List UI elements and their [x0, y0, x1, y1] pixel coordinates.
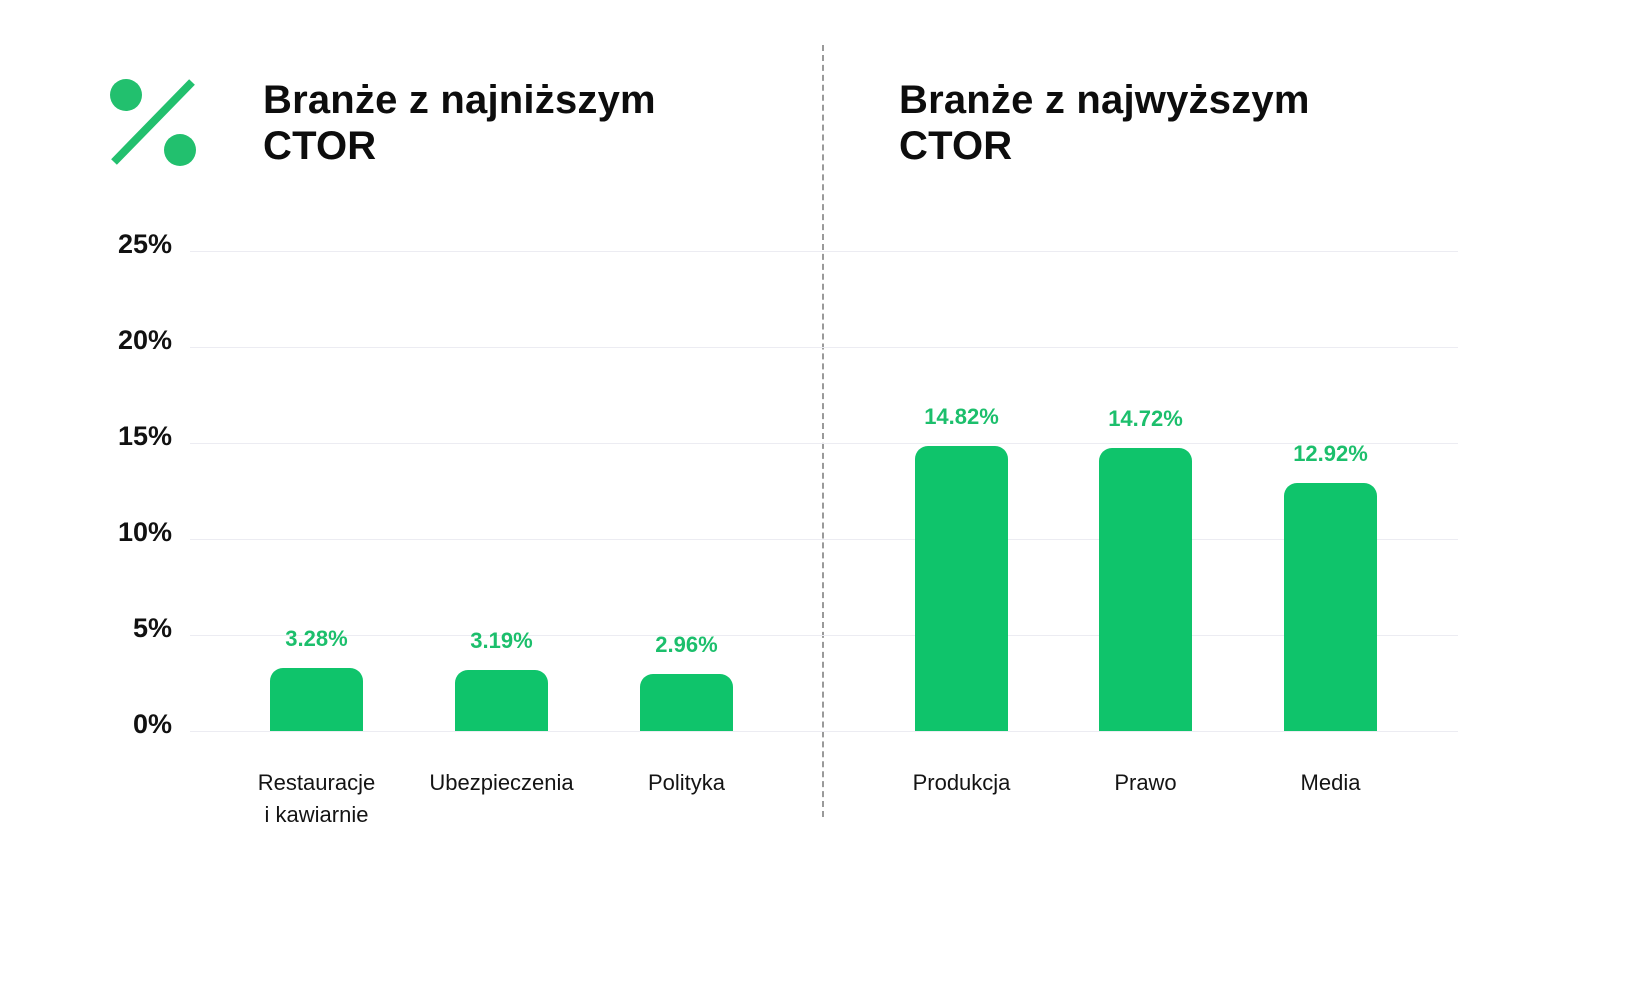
percent-icon: [110, 79, 196, 166]
bar-value-label: 2.96%: [655, 632, 718, 658]
bar: [1284, 482, 1377, 731]
bar-value-label: 14.72%: [1108, 406, 1183, 432]
gridline: [190, 347, 1458, 348]
bar-value-label: 12.92%: [1293, 440, 1368, 466]
bar: [915, 446, 1008, 731]
category-label: Ubezpieczenia: [429, 770, 574, 795]
gridline: [190, 443, 1458, 444]
category-label: Produkcja: [912, 770, 1011, 795]
bar-value-label: 3.19%: [470, 627, 533, 653]
bar-value-label: 14.82%: [924, 404, 999, 430]
left-chart-title: Branże z najniższym CTOR: [263, 77, 656, 169]
gridline: [190, 635, 1458, 636]
section-divider: [822, 45, 824, 817]
left-title-line2: CTOR: [263, 124, 377, 168]
gridline: [190, 251, 1458, 252]
bar: [640, 674, 733, 731]
y-tick-label: 5%: [132, 613, 172, 643]
category-label: Media: [1300, 770, 1361, 795]
y-tick-label: 0%: [132, 709, 172, 739]
y-tick-label: 20%: [117, 325, 172, 355]
bar: [270, 668, 363, 731]
category-label: Restauracje i kawiarnie: [257, 770, 376, 827]
category-label: Prawo: [1114, 770, 1177, 795]
gridline: [190, 731, 1458, 732]
right-title-line1: Branże z najwyższym: [899, 78, 1310, 122]
category-label: Polityka: [647, 770, 726, 795]
left-title-line1: Branże z najniższym: [263, 78, 656, 122]
bar-value-label: 3.28%: [285, 626, 348, 652]
bar: [455, 669, 548, 731]
gridline: [190, 539, 1458, 540]
y-tick-label: 15%: [117, 421, 172, 451]
y-tick-label: 10%: [117, 517, 172, 547]
y-tick-label: 25%: [117, 229, 172, 259]
right-title-line2: CTOR: [899, 124, 1013, 168]
right-chart-title: Branże z najwyższym CTOR: [899, 77, 1310, 169]
bar: [1099, 448, 1192, 731]
